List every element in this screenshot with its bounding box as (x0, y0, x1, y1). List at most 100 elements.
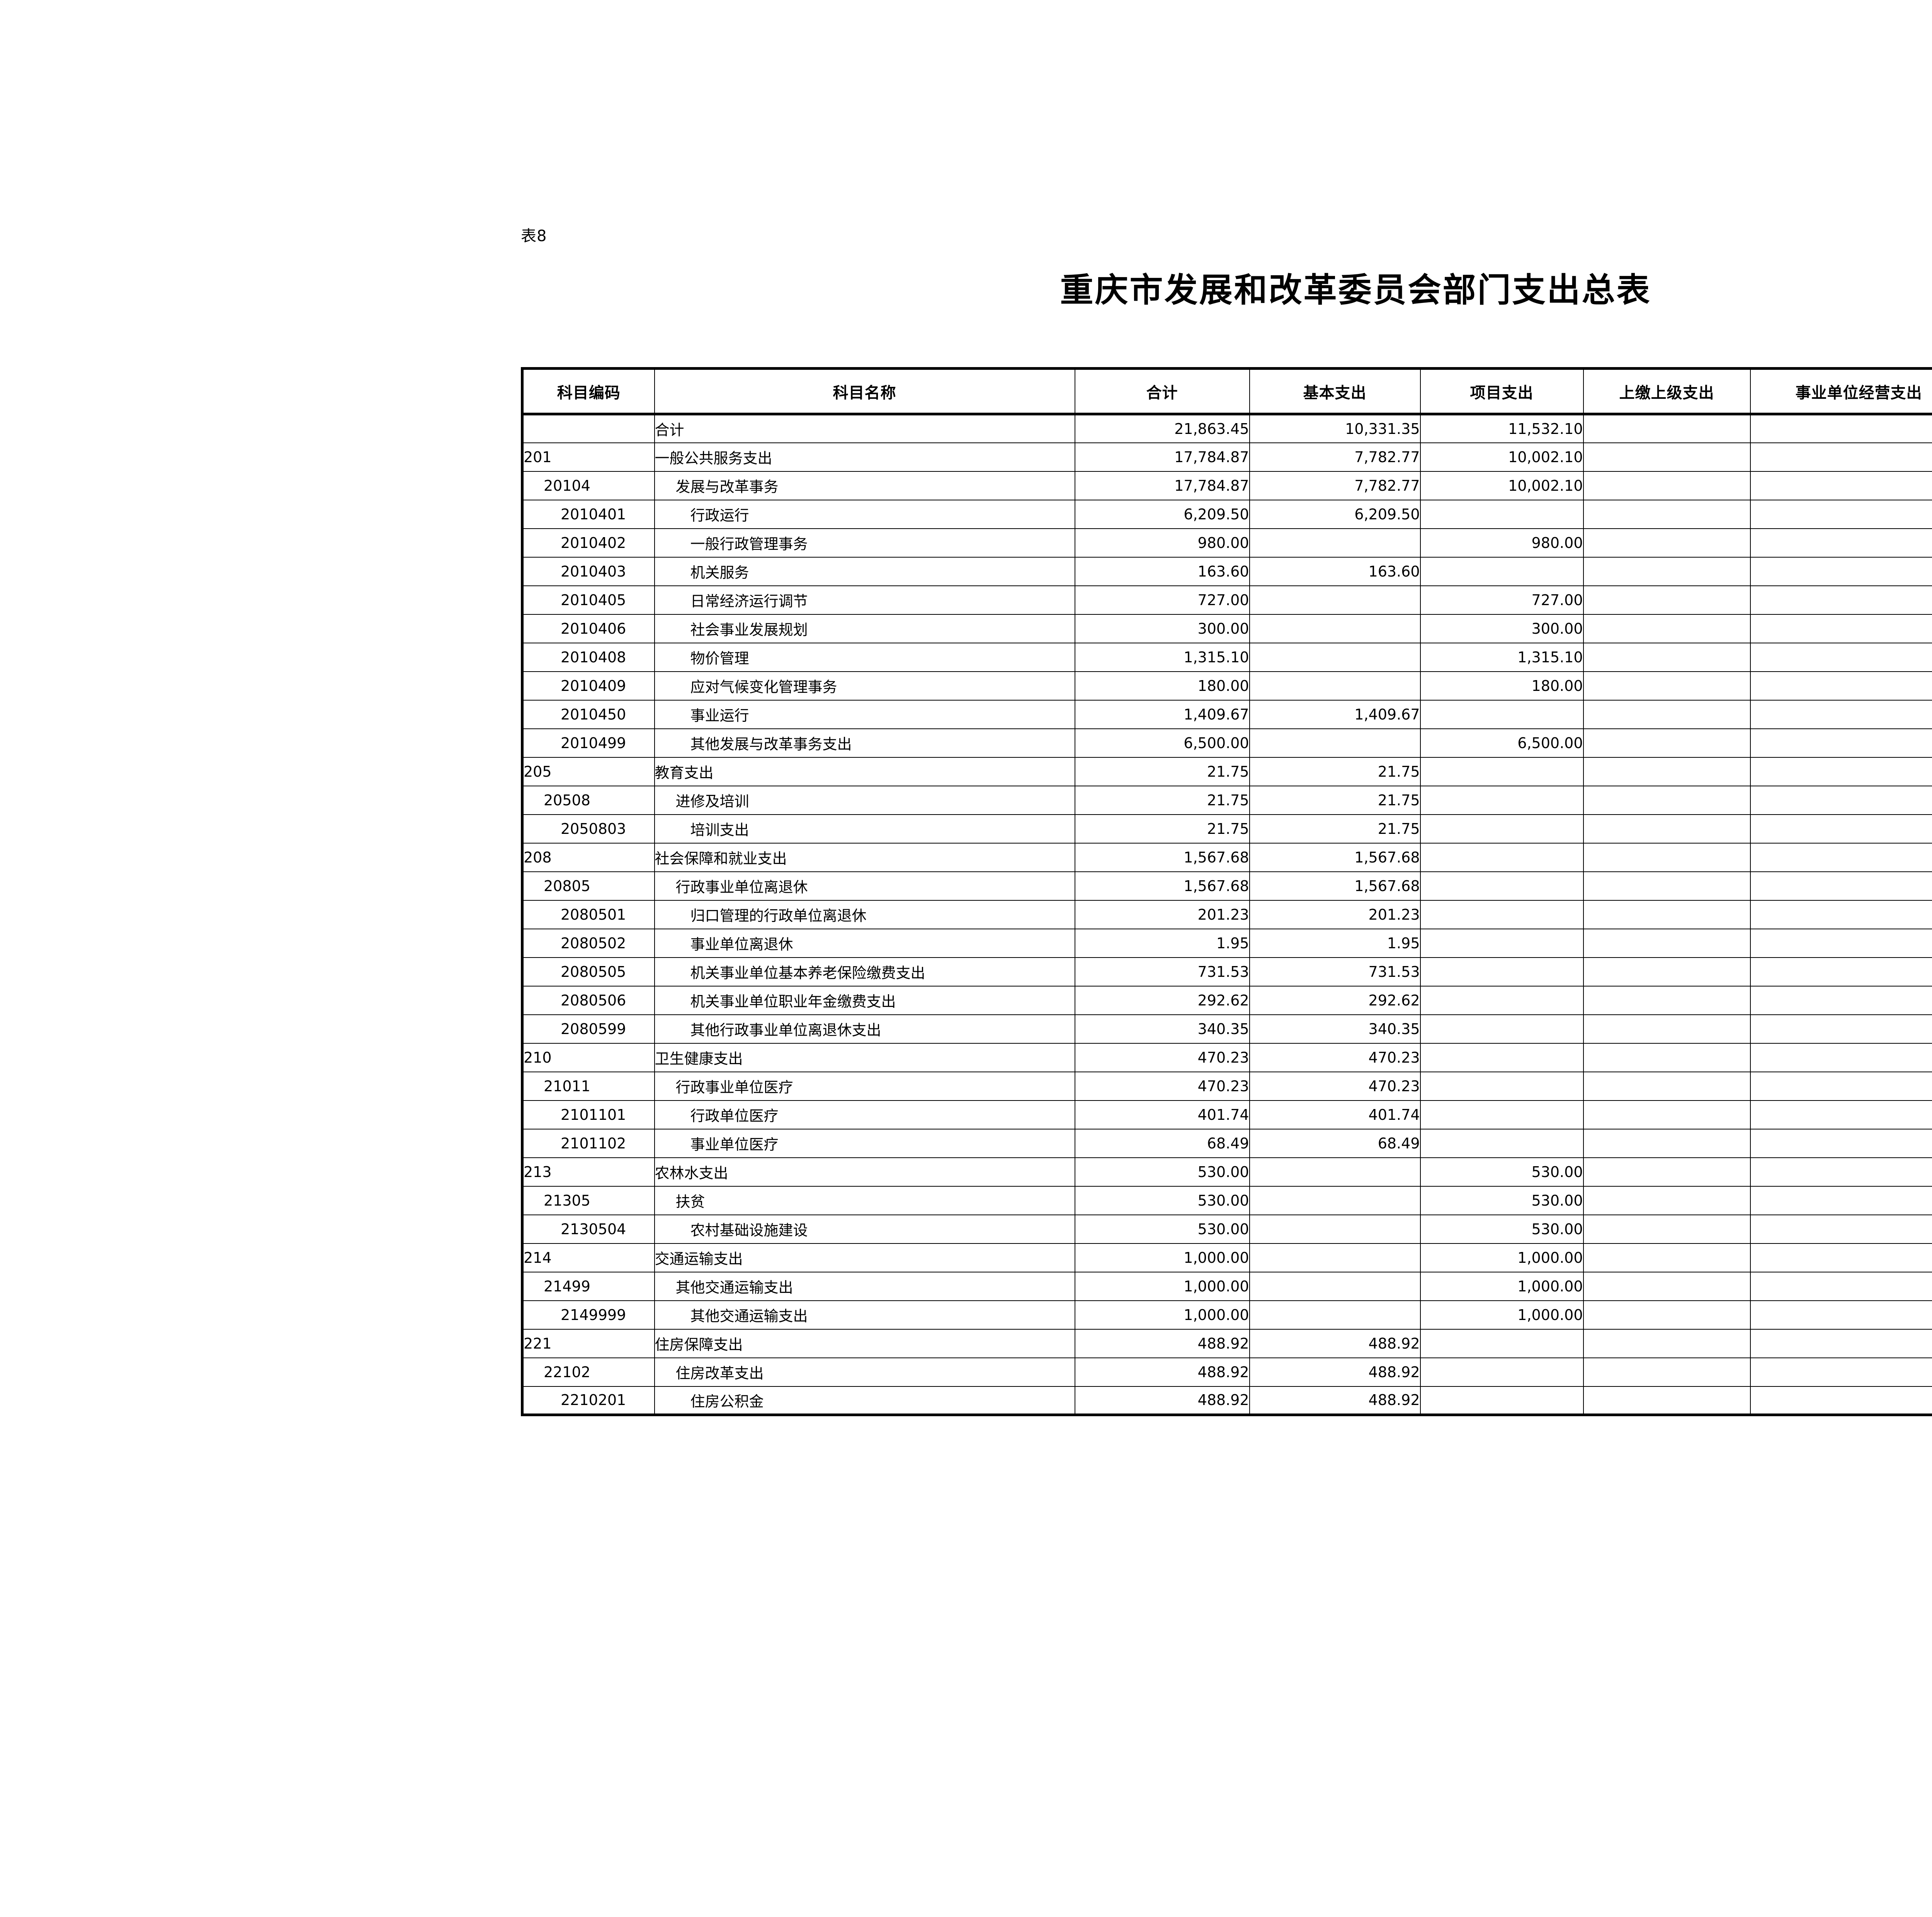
cell-basic-expenditure: 1,409.67 (1249, 699, 1421, 729)
table-header: 科目编码 科目名称 合计 基本支出 项目支出 上缴上级支出 事业单位经营支出 对… (521, 367, 1932, 415)
cell-project-expenditure: 530.00 (1420, 1157, 1584, 1187)
cell-project-expenditure (1420, 985, 1584, 1015)
cell-project-expenditure (1420, 814, 1584, 844)
cell-business-operation-expenditure (1750, 785, 1932, 815)
table-row: 合计 21,863.45 10,331.35 11,532.10 (521, 413, 1932, 443)
cell-business-operation-expenditure (1750, 985, 1932, 1015)
cell-upper-level-expenditure (1583, 1328, 1751, 1358)
cell-project-expenditure: 727.00 (1420, 585, 1584, 615)
department-expenditure-table: 科目编码 科目名称 合计 基本支出 项目支出 上缴上级支出 事业单位经营支出 对… (521, 367, 1932, 1416)
cell-basic-expenditure: 6,209.50 (1249, 499, 1421, 529)
table-row: 2080501 归口管理的行政单位离退休 201.23 201.23 (521, 900, 1932, 929)
table-row: 2080502 事业单位离退休 1.95 1.95 (521, 928, 1932, 958)
cell-subject-name: 教育支出 (654, 757, 1075, 786)
cell-subject-name: 机关服务 (654, 556, 1075, 586)
cell-total: 1,409.67 (1074, 699, 1250, 729)
cell-basic-expenditure (1249, 1243, 1421, 1272)
cell-subject-code: 2130504 (521, 1214, 655, 1244)
cell-business-operation-expenditure (1750, 585, 1932, 615)
cell-project-expenditure: 1,000.00 (1420, 1300, 1584, 1330)
table-row: 2010405 日常经济运行调节 727.00 727.00 (521, 585, 1932, 615)
cell-business-operation-expenditure (1750, 614, 1932, 643)
cell-upper-level-expenditure (1583, 842, 1751, 872)
table-row: 221 住房保障支出 488.92 488.92 (521, 1328, 1932, 1358)
cell-total: 1,567.68 (1074, 842, 1250, 872)
column-header-basic: 基本支出 (1249, 367, 1421, 415)
cell-business-operation-expenditure (1750, 1328, 1932, 1358)
cell-business-operation-expenditure (1750, 842, 1932, 872)
cell-subject-code: 2149999 (521, 1300, 655, 1330)
cell-subject-name: 行政事业单位医疗 (654, 1071, 1075, 1101)
cell-total: 201.23 (1074, 900, 1250, 929)
cell-upper-level-expenditure (1583, 1386, 1751, 1416)
cell-subject-name: 行政运行 (654, 499, 1075, 529)
cell-business-operation-expenditure (1750, 442, 1932, 472)
cell-total: 1,000.00 (1074, 1300, 1250, 1330)
column-header-project: 项目支出 (1420, 367, 1584, 415)
column-header-business-operation: 事业单位经营支出 (1750, 367, 1932, 415)
cell-subject-name: 住房改革支出 (654, 1357, 1075, 1387)
cell-business-operation-expenditure (1750, 1186, 1932, 1215)
cell-subject-name: 其他交通运输支出 (654, 1300, 1075, 1330)
cell-subject-name: 住房公积金 (654, 1386, 1075, 1416)
cell-business-operation-expenditure (1750, 1014, 1932, 1044)
column-header-code: 科目编码 (521, 367, 655, 415)
cell-subject-code: 21305 (521, 1186, 655, 1215)
cell-total: 530.00 (1074, 1157, 1250, 1187)
cell-subject-name: 日常经济运行调节 (654, 585, 1075, 615)
table-row: 21011 行政事业单位医疗 470.23 470.23 (521, 1071, 1932, 1101)
cell-subject-code: 2010405 (521, 585, 655, 615)
cell-upper-level-expenditure (1583, 528, 1751, 558)
cell-subject-code: 205 (521, 757, 655, 786)
cell-business-operation-expenditure (1750, 699, 1932, 729)
cell-upper-level-expenditure (1583, 1243, 1751, 1272)
cell-subject-code: 20805 (521, 871, 655, 901)
table-row: 2010409 应对气候变化管理事务 180.00 180.00 (521, 671, 1932, 701)
cell-subject-code (521, 413, 655, 443)
cell-subject-code: 2210201 (521, 1386, 655, 1416)
cell-business-operation-expenditure (1750, 957, 1932, 987)
table-row: 2010499 其他发展与改革事务支出 6,500.00 6,500.00 (521, 728, 1932, 758)
cell-subject-name: 住房保障支出 (654, 1328, 1075, 1358)
cell-total: 21.75 (1074, 757, 1250, 786)
cell-total: 300.00 (1074, 614, 1250, 643)
cell-subject-name: 一般公共服务支出 (654, 442, 1075, 472)
cell-upper-level-expenditure (1583, 471, 1751, 500)
cell-project-expenditure: 1,315.10 (1420, 642, 1584, 672)
cell-subject-code: 2101102 (521, 1128, 655, 1158)
cell-project-expenditure (1420, 842, 1584, 872)
table-row: 2101102 事业单位医疗 68.49 68.49 (521, 1128, 1932, 1158)
cell-subject-name: 机关事业单位基本养老保险缴费支出 (654, 957, 1075, 987)
cell-subject-code: 21011 (521, 1071, 655, 1101)
table-row: 2010406 社会事业发展规划 300.00 300.00 (521, 614, 1932, 643)
table-row: 213 农林水支出 530.00 530.00 (521, 1157, 1932, 1187)
cell-basic-expenditure (1249, 642, 1421, 672)
cell-total: 21.75 (1074, 814, 1250, 844)
cell-subject-code: 2010401 (521, 499, 655, 529)
cell-project-expenditure (1420, 1328, 1584, 1358)
cell-business-operation-expenditure (1750, 1128, 1932, 1158)
table-row: 2080599 其他行政事业单位离退休支出 340.35 340.35 (521, 1014, 1932, 1044)
table-row: 21499 其他交通运输支出 1,000.00 1,000.00 (521, 1271, 1932, 1301)
cell-total: 488.92 (1074, 1386, 1250, 1416)
table-number-label: 表8 (521, 227, 547, 245)
cell-total: 180.00 (1074, 671, 1250, 701)
cell-upper-level-expenditure (1583, 1043, 1751, 1072)
cell-upper-level-expenditure (1583, 985, 1751, 1015)
cell-business-operation-expenditure (1750, 1043, 1932, 1072)
cell-project-expenditure (1420, 1357, 1584, 1387)
cell-subject-code: 2080505 (521, 957, 655, 987)
cell-upper-level-expenditure (1583, 413, 1751, 443)
cell-business-operation-expenditure (1750, 871, 1932, 901)
cell-subject-code: 2080506 (521, 985, 655, 1015)
cell-business-operation-expenditure (1750, 471, 1932, 500)
cell-project-expenditure: 1,000.00 (1420, 1243, 1584, 1272)
cell-basic-expenditure (1249, 1157, 1421, 1187)
cell-upper-level-expenditure (1583, 957, 1751, 987)
table-row: 2130504 农村基础设施建设 530.00 530.00 (521, 1214, 1932, 1244)
cell-basic-expenditure: 488.92 (1249, 1386, 1421, 1416)
cell-subject-name: 行政单位医疗 (654, 1100, 1075, 1129)
cell-business-operation-expenditure (1750, 900, 1932, 929)
cell-subject-name: 物价管理 (654, 642, 1075, 672)
cell-project-expenditure (1420, 900, 1584, 929)
